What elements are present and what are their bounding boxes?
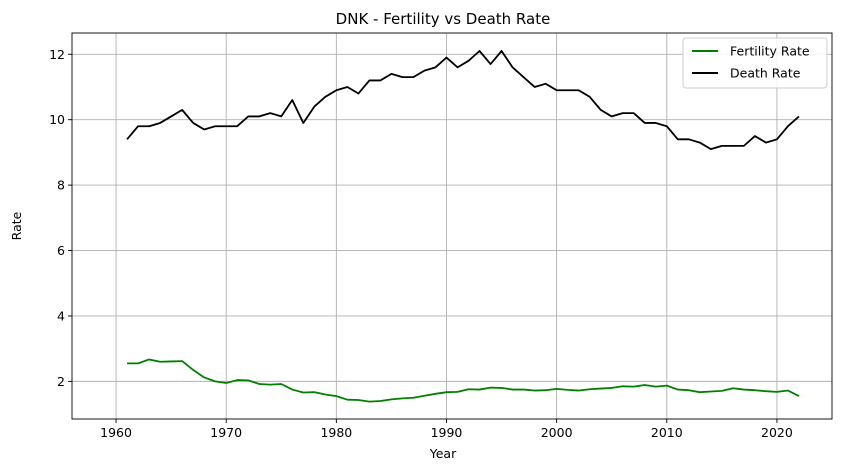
x-tick-label: 1980 xyxy=(320,425,352,440)
x-tick-label: 1990 xyxy=(431,425,463,440)
legend-label-death-rate: Death Rate xyxy=(730,66,801,81)
y-tick-label: 12 xyxy=(49,47,65,62)
ticks: 1960 1970 1980 1990 2000 2010 2020 2 4 6 8 10 12 xyxy=(49,47,793,440)
plot-frame xyxy=(71,32,833,420)
legend-box xyxy=(682,37,828,89)
series-layer xyxy=(126,50,800,403)
grid xyxy=(72,33,832,419)
y-tick-label: 2 xyxy=(57,374,65,389)
x-axis-label: Year xyxy=(429,446,457,461)
x-tick-label: 1970 xyxy=(210,425,242,440)
y-tick-label: 6 xyxy=(57,243,65,258)
x-tick-label: 2020 xyxy=(761,425,793,440)
x-tick-label: 1960 xyxy=(100,425,132,440)
chart-title: DNK - Fertility vs Death Rate xyxy=(336,10,551,28)
legend: Fertility Rate Death Rate xyxy=(682,37,828,89)
y-tick-label: 8 xyxy=(57,178,65,193)
legend-label-fertility-rate: Fertility Rate xyxy=(730,44,810,59)
x-tick-label: 2010 xyxy=(651,425,683,440)
y-tick-label: 10 xyxy=(49,112,65,127)
x-tick-label: 2000 xyxy=(541,425,573,440)
y-tick-label: 4 xyxy=(57,308,65,323)
series-line-death-rate xyxy=(126,50,800,151)
y-axis-label: Rate xyxy=(9,211,24,240)
series-line-fertility-rate xyxy=(127,358,800,403)
